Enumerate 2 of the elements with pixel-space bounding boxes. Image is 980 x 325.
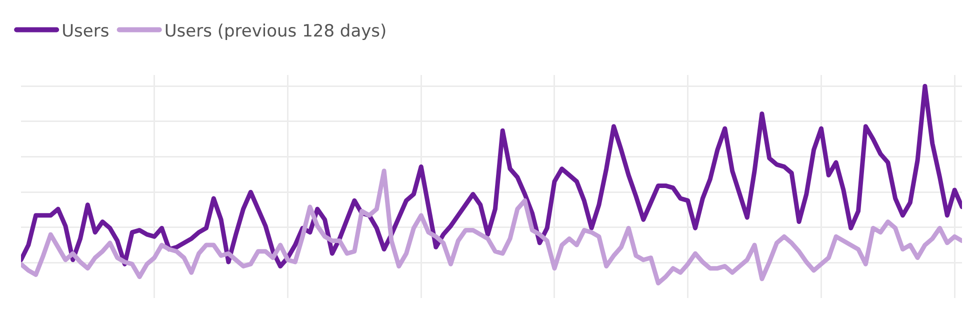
legend-label: Users (previous 128 days) — [164, 21, 387, 42]
legend-label: Users — [62, 21, 110, 42]
